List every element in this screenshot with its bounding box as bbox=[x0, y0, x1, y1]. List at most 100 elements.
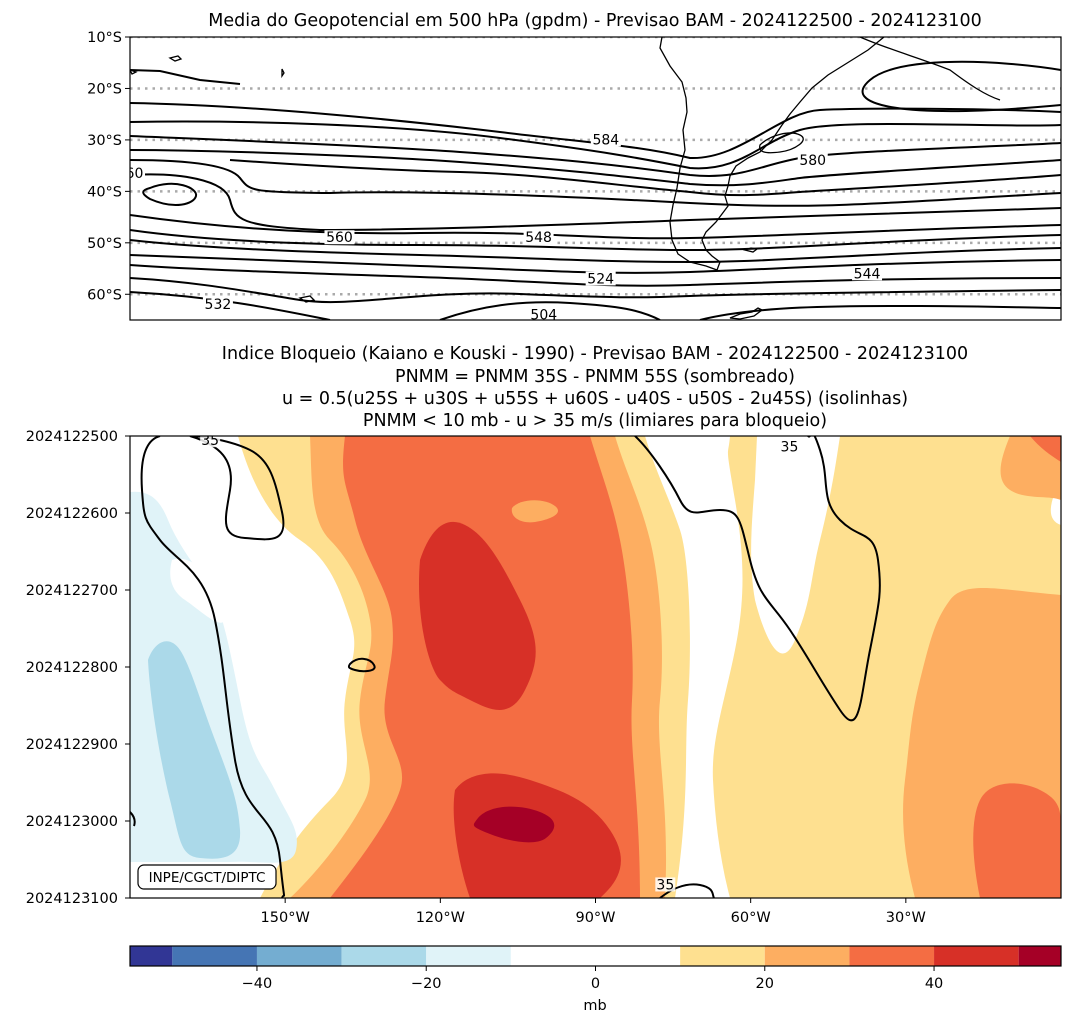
bottom-contour-label-35: 35 bbox=[655, 877, 676, 893]
bottom-x-tick-label: 60°W bbox=[731, 910, 771, 926]
pressure-difference-fill bbox=[130, 436, 1061, 898]
top-contour-label-text: 532 bbox=[205, 297, 232, 313]
watermark-box: INPE/CGCT/DIPTC bbox=[137, 864, 277, 890]
contour-576 bbox=[130, 135, 1061, 177]
colorbar-segment bbox=[130, 946, 173, 966]
top-contour-label-544: 544 bbox=[852, 266, 883, 282]
bottom-x-tick-label: 150°W bbox=[261, 910, 310, 926]
top-axes-frame bbox=[129, 36, 1062, 321]
top-contour-label-560: 560 bbox=[130, 165, 145, 182]
colorbar-segment bbox=[426, 946, 511, 966]
bottom-y-tick-label: 2024123100 bbox=[26, 891, 118, 907]
bottom-x-tick-label: 30°W bbox=[886, 910, 926, 926]
bottom-title-line-1: Indice Bloqueio (Kaiano e Kouski - 1990)… bbox=[222, 344, 968, 364]
contour-560 bbox=[130, 173, 1061, 232]
colorbar-label: mb bbox=[583, 998, 606, 1014]
contour-584 bbox=[130, 102, 1061, 160]
top-contour-label-524: 524 bbox=[585, 271, 616, 287]
top-plot-area: 588584580560556560548524544532504588 bbox=[97, 37, 1061, 320]
bottom-y-tick-label: 2024122600 bbox=[26, 506, 118, 522]
top-contour-label-text: 580 bbox=[799, 153, 826, 169]
colorbar-tick-label: −20 bbox=[411, 976, 442, 992]
contour-548 bbox=[130, 229, 1061, 252]
top-contour-label-text: 588 bbox=[99, 65, 126, 81]
top-gridlines bbox=[130, 37, 1061, 296]
island-small-3 bbox=[281, 68, 285, 79]
island-small-2 bbox=[130, 69, 138, 75]
top-contour-label-580: 580 bbox=[797, 153, 828, 169]
colorbar-segment bbox=[341, 946, 427, 966]
bottom-y-tick-label: 2024122500 bbox=[26, 429, 118, 445]
bottom-contour-label-text: 35 bbox=[201, 433, 219, 449]
bottom-y-axis: 2024122500 2024122600 2024122700 2024122800… bbox=[26, 429, 130, 907]
top-contour-label-532: 532 bbox=[202, 297, 233, 313]
colorbar-tick-label: 20 bbox=[756, 976, 774, 992]
contour-540 bbox=[130, 254, 1061, 274]
isoline-35-small-loop bbox=[347, 657, 376, 673]
contour-568 bbox=[229, 159, 1061, 197]
colorbar-ticks: −40 −20 0 20 40 bbox=[242, 966, 943, 992]
bottom-y-tick-label: 2024122800 bbox=[26, 660, 118, 676]
bottom-contour-label-35: 35 bbox=[779, 439, 800, 455]
top-contour-label-504: 504 bbox=[528, 307, 559, 320]
island-small-4 bbox=[298, 295, 316, 303]
top-y-tick-label: 60°S bbox=[87, 287, 122, 303]
colorbar-tick-label: −40 bbox=[242, 976, 273, 992]
colorbar-segment bbox=[849, 946, 935, 966]
bottom-x-tick-label: 120°W bbox=[416, 910, 465, 926]
fill-30-40-notch bbox=[511, 500, 559, 523]
antarctic-peninsula bbox=[729, 307, 764, 320]
colorbar-segment bbox=[510, 946, 681, 966]
top-contour-label-text: 548 bbox=[525, 230, 552, 246]
contour-588-east bbox=[861, 60, 1061, 112]
colorbar-segment bbox=[934, 946, 1019, 966]
top-contour-label-588: 588 bbox=[97, 65, 127, 81]
south-america-coast bbox=[659, 37, 885, 271]
contour-532 bbox=[130, 277, 1061, 304]
top-contour-label-text: 544 bbox=[854, 266, 881, 282]
top-contour-label-text: 560 bbox=[326, 230, 353, 246]
bottom-x-tick-label: 90°W bbox=[575, 910, 615, 926]
geopotential-contours bbox=[130, 60, 1061, 320]
colorbar-tick-label: 0 bbox=[591, 976, 600, 992]
africa-coast bbox=[859, 37, 1001, 101]
fill-white-west-notch bbox=[170, 558, 227, 623]
bottom-x-axis: 150°W 120°W 90°W 60°W 30°W bbox=[261, 898, 926, 926]
contour-572 bbox=[130, 149, 1061, 187]
contour-516 bbox=[699, 304, 1061, 320]
isoline-35-west-loop bbox=[189, 436, 285, 541]
top-y-tick-label: 40°S bbox=[87, 184, 122, 200]
top-contour-label-text: 524 bbox=[587, 271, 614, 287]
contour-580 bbox=[130, 120, 1061, 170]
isoline-35-west bbox=[140, 436, 286, 898]
top-y-axis: 10°S 20°S 30°S 40°S 50°S 60°S bbox=[87, 30, 130, 303]
contour-544 bbox=[130, 239, 1061, 264]
colorbar-segment bbox=[764, 946, 850, 966]
bottom-title-line-4: PNMM < 10 mb - u > 35 m/s (limiares para… bbox=[363, 411, 827, 431]
fill-30-40-east-lower bbox=[973, 783, 1061, 898]
bottom-contour-label-text: 35 bbox=[781, 439, 799, 455]
fill-gt-50 bbox=[473, 806, 555, 843]
top-contour-label-text: 584 bbox=[592, 132, 619, 148]
isoline-35-east-1 bbox=[634, 436, 881, 722]
fill-white-east-gap bbox=[751, 436, 840, 654]
contour-556 bbox=[142, 182, 197, 206]
top-contour-labels: 588584580560556560548524544532504588 bbox=[97, 65, 883, 320]
contour-564 bbox=[130, 159, 1061, 207]
bottom-y-tick-label: 2024122700 bbox=[26, 583, 118, 599]
top-y-tick-label: 20°S bbox=[87, 81, 122, 97]
top-y-tick-label: 10°S bbox=[87, 30, 122, 46]
colorbar-segment bbox=[680, 946, 765, 966]
fill-30-40-east-top bbox=[1030, 436, 1061, 462]
contour-588-west bbox=[130, 69, 241, 85]
top-y-tick-label: 30°S bbox=[87, 133, 122, 149]
top-contour-label-548: 548 bbox=[523, 230, 554, 246]
colorbar-segment bbox=[256, 946, 342, 966]
fill-white-strip bbox=[690, 560, 698, 820]
top-y-tick-label: 50°S bbox=[87, 236, 122, 252]
colorbar-segment bbox=[172, 946, 257, 966]
falklands bbox=[742, 247, 759, 253]
contour-520 bbox=[439, 301, 661, 320]
colorbar bbox=[130, 946, 1061, 966]
